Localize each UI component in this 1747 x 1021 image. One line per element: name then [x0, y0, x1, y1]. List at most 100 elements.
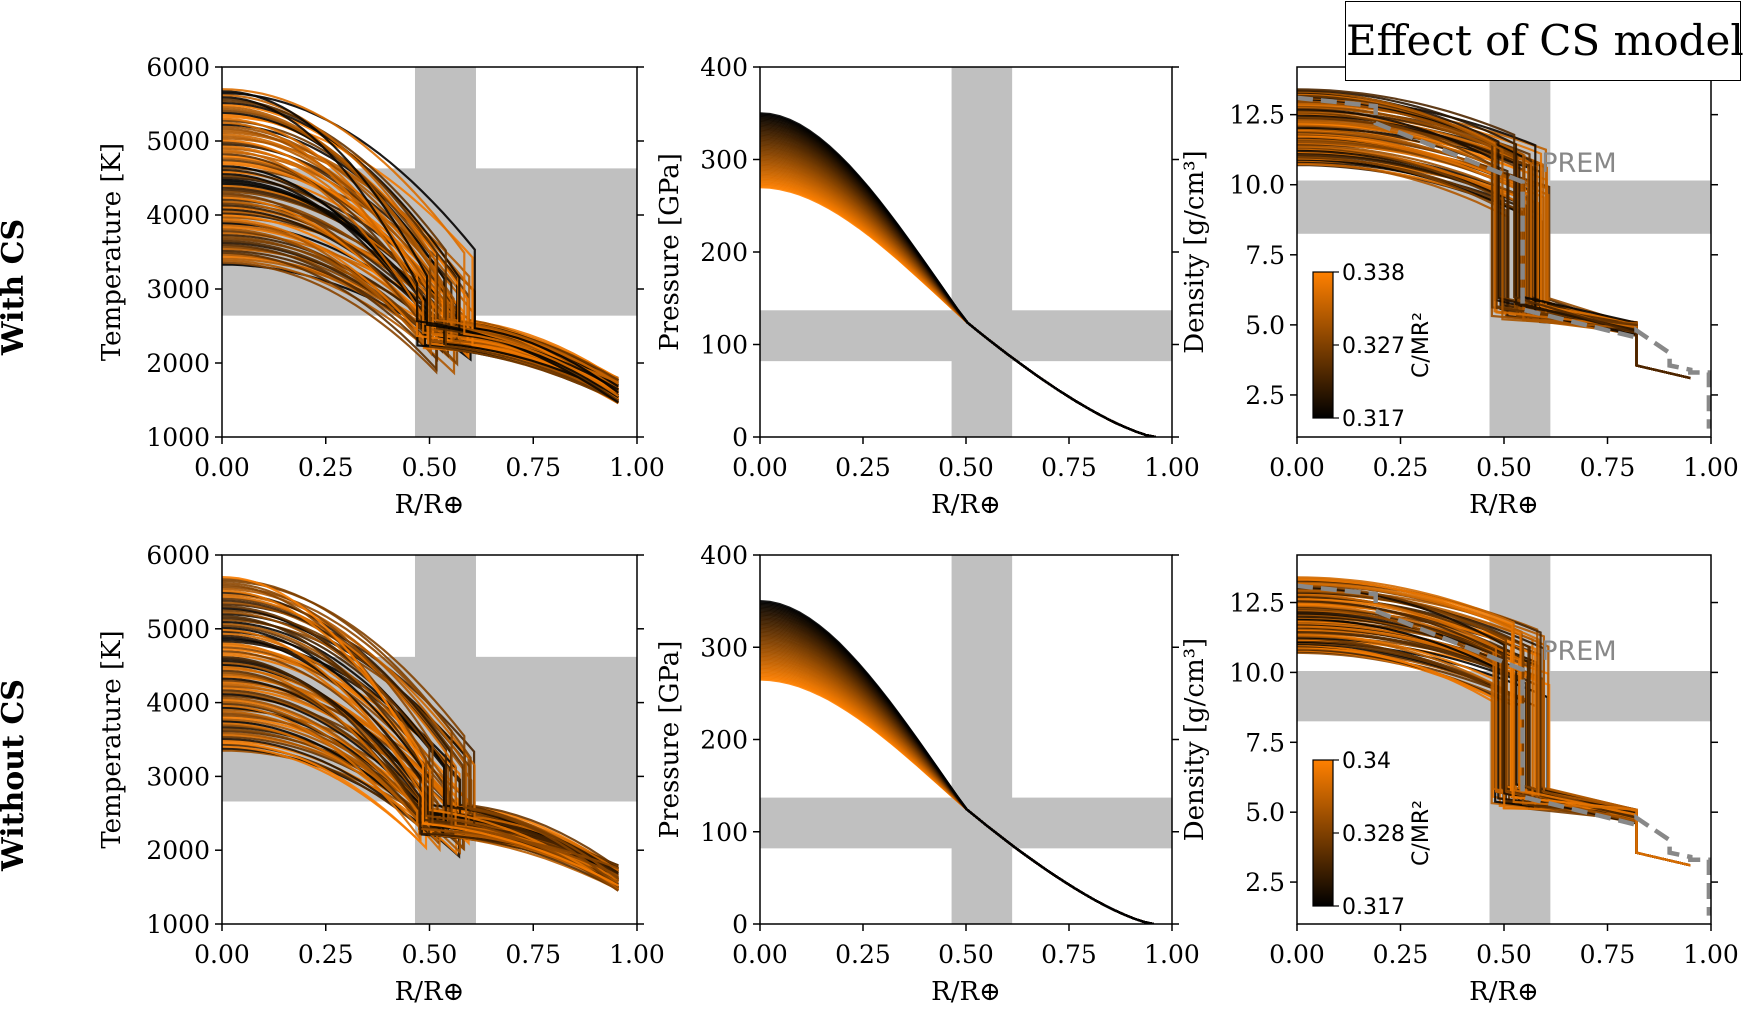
- y-axis-label: Pressure [GPa]: [655, 153, 685, 351]
- y-tick-label: 5000: [146, 615, 210, 644]
- y-axis-label: Pressure [GPa]: [655, 641, 685, 839]
- y-tick-label: 5.0: [1245, 798, 1285, 827]
- series-line: [1297, 593, 1691, 867]
- x-tick-label: 1.00: [1144, 940, 1200, 969]
- series-line: [222, 624, 619, 867]
- colorbar-tick-label: 0.338: [1342, 261, 1405, 286]
- panel-density-without-cs: PREM 0.00 0.25 0.50 0.75 1.00 2.5 5.0 7.5 10.0 12.…: [1180, 554, 1739, 1007]
- series-line: [760, 600, 1154, 924]
- figure-title: Effect of CS model: [1346, 16, 1744, 65]
- colorbar-gradient: [1312, 271, 1334, 419]
- x-tick-label: 0.00: [732, 940, 788, 969]
- series-line: [1297, 582, 1691, 867]
- y-axis-label: Temperature [K]: [97, 630, 127, 848]
- horizontal-band: [760, 797, 1172, 849]
- x-tick-label: 0.25: [1373, 453, 1429, 482]
- x-tick-label: 0.00: [1269, 940, 1325, 969]
- panel-density-with-cs: PREM 0.00 0.25 0.50 0.75 1.00 2.5 5.0 7.5 10.0 12.…: [1180, 66, 1739, 520]
- colorbar-gradient: [1312, 759, 1334, 907]
- series-lines: [222, 88, 620, 405]
- y-tick-label: 5.0: [1245, 311, 1285, 340]
- y-tick-label: 7.5: [1245, 241, 1285, 270]
- colorbar-label: C/MR²: [1409, 800, 1434, 866]
- series-line: [1297, 634, 1691, 867]
- series-line: [1297, 151, 1691, 380]
- series-line: [1297, 576, 1691, 867]
- y-axis-label: Density [g/cm³]: [1180, 638, 1210, 841]
- series-line: [1297, 577, 1691, 867]
- x-axis-label: R/R⊕: [931, 977, 1001, 1007]
- colorbar-tick-label: 0.328: [1342, 822, 1405, 847]
- x-tick-label: 0.25: [835, 940, 891, 969]
- x-tick-label: 1.00: [609, 453, 665, 482]
- y-tick-label: 5000: [146, 127, 210, 156]
- y-tick-label: 2000: [146, 349, 210, 378]
- series-line: [1297, 622, 1691, 867]
- x-tick-label: 0.75: [1580, 940, 1636, 969]
- series-lines: [222, 576, 620, 892]
- y-tick-label: 2000: [146, 836, 210, 865]
- series-line: [222, 92, 619, 394]
- x-tick-label: 0.50: [938, 453, 994, 482]
- y-tick-label: 1000: [146, 910, 210, 939]
- x-tick-label: 1.00: [1683, 940, 1739, 969]
- panel-pressure-with-cs: 0.00 0.25 0.50 0.75 1.00 0 100 200 300 400 R/R⊕ Pre…: [655, 53, 1200, 520]
- title-box: Effect of CS model: [1345, 1, 1744, 81]
- x-tick-label: 0.75: [505, 453, 561, 482]
- y-tick-label: 400: [700, 53, 748, 82]
- y-tick-label: 10.0: [1229, 171, 1285, 200]
- y-tick-label: 0: [732, 423, 748, 452]
- series-line: [222, 589, 619, 890]
- series-line: [1297, 89, 1691, 380]
- x-tick-label: 0.25: [835, 453, 891, 482]
- x-axis-label: R/R⊕: [931, 490, 1001, 520]
- series-line: [222, 583, 619, 892]
- colorbar: 0.338 0.327 0.317 C/MR²: [1312, 261, 1434, 432]
- prem-annotation: PREM: [1541, 636, 1616, 667]
- colorbar: 0.34 0.328 0.317 C/MR²: [1312, 749, 1434, 920]
- x-tick-label: 0.75: [1580, 453, 1636, 482]
- series-line: [1297, 586, 1691, 867]
- y-tick-label: 6000: [146, 541, 210, 570]
- prem-line: [1297, 95, 1711, 429]
- prem-line: [1297, 583, 1711, 916]
- x-axis-label: R/R⊕: [1469, 490, 1539, 520]
- x-tick-label: 0.25: [298, 940, 354, 969]
- y-axis-label: Density [g/cm³]: [1180, 150, 1210, 353]
- y-tick-label: 12.5: [1229, 589, 1285, 618]
- panel-temperature-without-cs: 0.00 0.25 0.50 0.75 1.00 1000 2000 3000 4000 5000…: [97, 541, 665, 1007]
- y-tick-label: 1000: [146, 423, 210, 452]
- y-tick-label: 0: [732, 910, 748, 939]
- y-tick-label: 7.5: [1245, 728, 1285, 757]
- y-tick-label: 4000: [146, 201, 210, 230]
- x-tick-label: 0.75: [1041, 940, 1097, 969]
- series-line: [222, 107, 619, 392]
- colorbar-tick-label: 0.317: [1342, 895, 1405, 920]
- colorbar-tick-label: 0.34: [1342, 749, 1391, 774]
- series-line: [222, 576, 619, 887]
- series-line: [1297, 155, 1691, 380]
- x-tick-label: 1.00: [1144, 453, 1200, 482]
- y-tick-label: 300: [700, 146, 748, 175]
- y-tick-label: 2.5: [1245, 381, 1285, 410]
- x-tick-label: 0.00: [1269, 453, 1325, 482]
- panel-pressure-without-cs: 0.00 0.25 0.50 0.75 1.00 0 100 200 300 400 R/R⊕ Pre…: [655, 541, 1200, 1007]
- y-tick-label: 3000: [146, 275, 210, 304]
- x-tick-label: 0.00: [194, 453, 250, 482]
- y-tick-label: 100: [700, 331, 748, 360]
- x-tick-label: 0.50: [1476, 940, 1532, 969]
- y-tick-label: 300: [700, 633, 748, 662]
- row-label-with-cs: With CS: [0, 219, 31, 356]
- y-tick-label: 6000: [146, 53, 210, 82]
- colorbar-tick-label: 0.317: [1342, 407, 1405, 432]
- x-axis-label: R/R⊕: [395, 977, 465, 1007]
- x-tick-label: 0.00: [194, 940, 250, 969]
- series-line: [222, 149, 619, 389]
- x-tick-label: 0.50: [402, 453, 458, 482]
- vertical-band: [951, 67, 1013, 437]
- y-tick-label: 400: [700, 541, 748, 570]
- series-line: [222, 710, 619, 891]
- y-axis-label: Temperature [K]: [97, 143, 127, 361]
- series-line: [1297, 585, 1691, 867]
